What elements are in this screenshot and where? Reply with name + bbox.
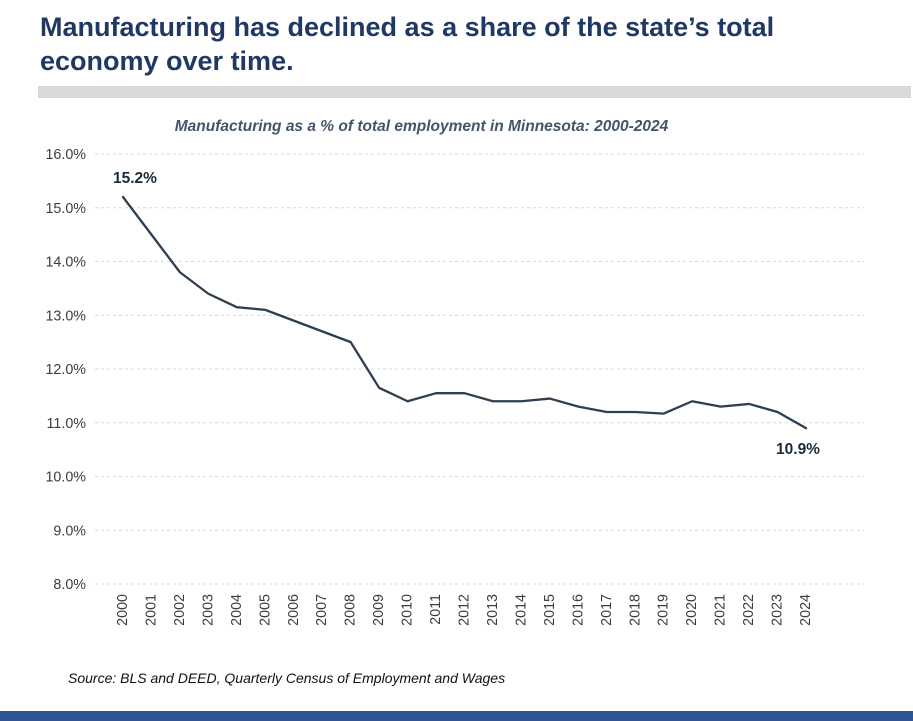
y-axis-label: 13.0% xyxy=(45,308,86,324)
y-axis-label: 9.0% xyxy=(53,523,86,539)
x-axis-label: 2001 xyxy=(143,594,159,626)
x-axis-label: 2013 xyxy=(485,594,501,626)
x-axis-label: 2014 xyxy=(513,594,529,626)
x-axis-label: 2004 xyxy=(229,594,245,626)
divider-bar xyxy=(38,86,911,99)
footer-accent-bar xyxy=(0,711,913,721)
x-axis-label: 2020 xyxy=(684,594,700,626)
x-axis-label: 2024 xyxy=(798,594,814,626)
x-axis-label: 2023 xyxy=(770,594,786,626)
x-axis-label: 2022 xyxy=(741,594,757,626)
y-axis-label: 12.0% xyxy=(45,362,86,378)
x-axis-label: 2015 xyxy=(542,594,558,626)
x-axis-label: 2018 xyxy=(627,594,643,626)
x-axis-label: 2006 xyxy=(286,594,302,626)
start-value-label: 15.2% xyxy=(113,170,157,187)
x-axis-label: 2012 xyxy=(457,594,473,626)
line-chart: 16.0% 15.0% 14.0% 13.0% 12.0% 11.0% 10.0% 9.0% 8… xyxy=(45,147,864,626)
x-axis-label: 2017 xyxy=(599,594,615,626)
report-page: Manufacturing has declined as a share of… xyxy=(0,10,913,721)
x-axis-label: 2010 xyxy=(400,594,416,626)
chart-area: Manufacturing as a % of total employment… xyxy=(0,118,913,656)
y-axis-label: 8.0% xyxy=(53,577,86,593)
end-value-label: 10.9% xyxy=(776,441,820,458)
x-axis-label: 2005 xyxy=(257,594,273,626)
x-axis-label: 2016 xyxy=(570,594,586,626)
headline: Manufacturing has declined as a share of… xyxy=(40,12,775,77)
x-axis-label: 2008 xyxy=(343,594,359,626)
y-axis-label: 11.0% xyxy=(47,416,87,432)
source-note: Source: BLS and DEED, Quarterly Census o… xyxy=(68,670,506,687)
x-axis-label: 2009 xyxy=(371,594,387,626)
y-axis-label: 16.0% xyxy=(45,147,86,163)
y-axis-label: 14.0% xyxy=(45,255,86,271)
x-axis-label: 2021 xyxy=(713,594,729,626)
x-axis-label: 2002 xyxy=(172,594,188,626)
x-axis-label: 2007 xyxy=(314,594,330,626)
x-axis-label: 2003 xyxy=(200,594,216,626)
x-axis-label: 2000 xyxy=(115,594,131,626)
trend-line xyxy=(121,195,808,430)
x-axis-label: 2011 xyxy=(428,594,444,625)
chart-title: Manufacturing as a % of total employment… xyxy=(174,118,669,136)
x-axis-label: 2019 xyxy=(656,594,672,626)
y-axis-label: 15.0% xyxy=(45,201,86,217)
y-axis-label: 10.0% xyxy=(45,470,86,486)
